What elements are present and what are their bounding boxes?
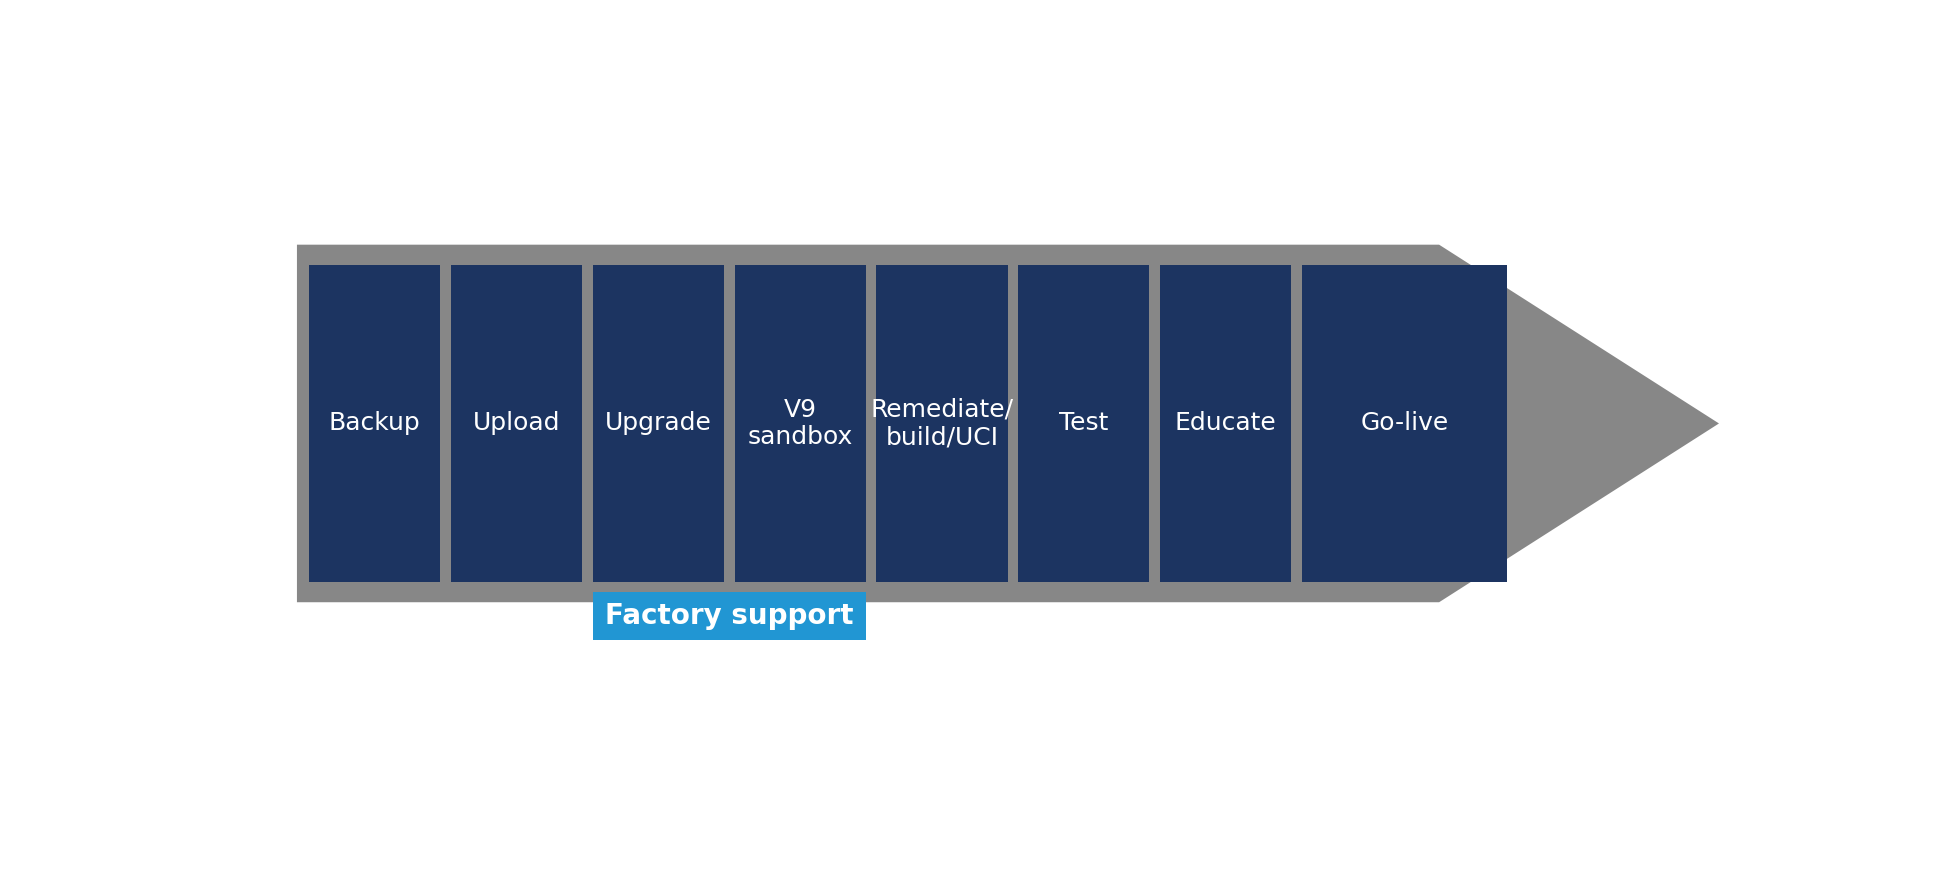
Text: Backup: Backup: [328, 412, 420, 436]
Text: Remediate/
build/UCI: Remediate/ build/UCI: [871, 397, 1013, 449]
FancyBboxPatch shape: [451, 265, 582, 581]
Text: V9
sandbox: V9 sandbox: [748, 397, 853, 449]
Text: Factory support: Factory support: [605, 602, 853, 630]
FancyBboxPatch shape: [308, 265, 441, 581]
Text: Educate: Educate: [1175, 412, 1277, 436]
FancyBboxPatch shape: [1019, 265, 1150, 581]
FancyBboxPatch shape: [593, 592, 867, 640]
FancyBboxPatch shape: [1159, 265, 1290, 581]
Text: Go-live: Go-live: [1361, 412, 1448, 436]
FancyBboxPatch shape: [734, 265, 867, 581]
FancyBboxPatch shape: [1302, 265, 1507, 581]
Text: Test: Test: [1060, 412, 1109, 436]
Text: Upload: Upload: [472, 412, 560, 436]
FancyBboxPatch shape: [593, 265, 724, 581]
FancyBboxPatch shape: [876, 265, 1007, 581]
Text: Upgrade: Upgrade: [605, 412, 712, 436]
Polygon shape: [297, 245, 1720, 602]
